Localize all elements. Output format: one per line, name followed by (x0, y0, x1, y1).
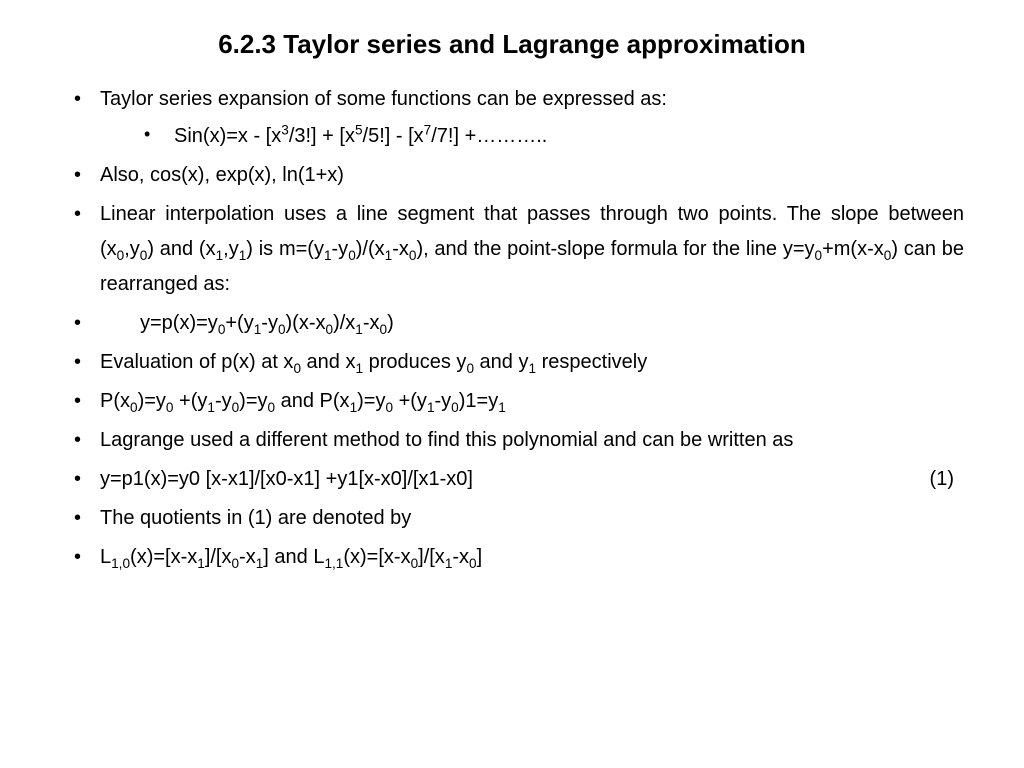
sub-bullet-list: Sin(x)=x - [x3/3!] + [x5/5!] - [x7/7!] +… (100, 119, 964, 154)
list-item: Taylor series expansion of some function… (60, 82, 964, 154)
list-item-text: Sin(x)=x - [x3/3!] + [x5/5!] - [x7/7!] +… (174, 125, 547, 147)
equation-number: (1) (930, 462, 964, 497)
list-item: y=p(x)=y0+(y1-y0)(x-x0)/x1-x0) (60, 306, 964, 341)
list-item: P(x0)=y0 +(y1-y0)=y0 and P(x1)=y0 +(y1-y… (60, 384, 964, 419)
list-item-text: P(x0)=y0 +(y1-y0)=y0 and P(x1)=y0 +(y1-y… (100, 390, 506, 412)
list-item: The quotients in (1) are denoted by (60, 501, 964, 536)
list-item-text: Taylor series expansion of some function… (100, 88, 667, 110)
list-item-text: The quotients in (1) are denoted by (100, 507, 411, 529)
list-item: Also, cos(x), exp(x), ln(1+x) (60, 158, 964, 193)
list-item-text: y=p(x)=y0+(y1-y0)(x-x0)/x1-x0) (100, 312, 394, 334)
list-item-text: L1,0(x)=[x-x1]/[x0-x1] and L1,1(x)=[x-x0… (100, 546, 482, 568)
list-item: Evaluation of p(x) at x0 and x1 produces… (60, 345, 964, 380)
list-item: Lagrange used a different method to find… (60, 423, 964, 458)
list-item: Linear interpolation uses a line segment… (60, 197, 964, 302)
list-item-text: y=p1(x)=y0 [x-x1]/[x0-x1] +y1[x-x0]/[x1-… (100, 462, 473, 497)
section-title: 6.2.3 Taylor series and Lagrange approxi… (162, 18, 862, 70)
list-item-text: Also, cos(x), exp(x), ln(1+x) (100, 164, 344, 186)
list-item-text: Linear interpolation uses a line segment… (100, 203, 964, 295)
bullet-list: Taylor series expansion of some function… (60, 82, 964, 575)
list-item: L1,0(x)=[x-x1]/[x0-x1] and L1,1(x)=[x-x0… (60, 540, 964, 575)
list-item-text: Lagrange used a different method to find… (100, 429, 793, 451)
list-item: y=p1(x)=y0 [x-x1]/[x0-x1] +y1[x-x0]/[x1-… (60, 462, 964, 497)
list-item-text: Evaluation of p(x) at x0 and x1 produces… (100, 351, 647, 373)
list-item: Sin(x)=x - [x3/3!] + [x5/5!] - [x7/7!] +… (100, 119, 964, 154)
